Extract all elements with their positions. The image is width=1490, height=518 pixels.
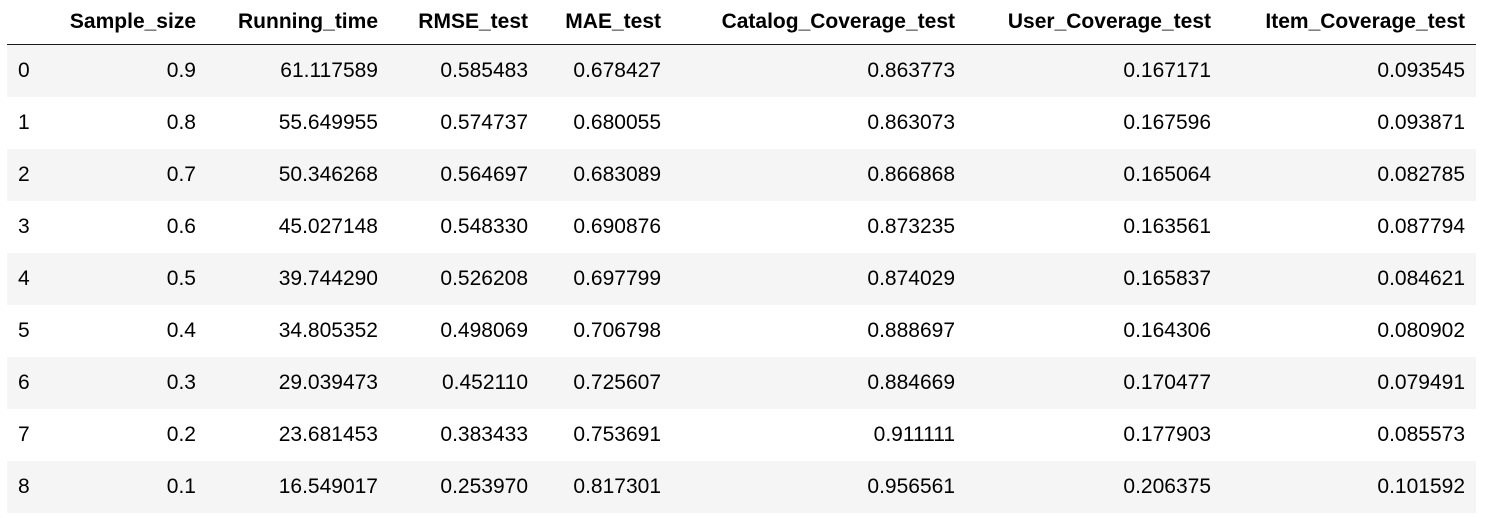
row-index: 7 <box>7 409 47 461</box>
row-index: 5 <box>7 305 47 357</box>
cell-running-time: 55.649955 <box>207 97 389 149</box>
table-row: 7 0.2 23.681453 0.383433 0.753691 0.911111 0.1… <box>7 409 1476 461</box>
row-index: 8 <box>7 461 47 513</box>
cell-item-coverage-test: 0.082785 <box>1222 149 1476 201</box>
row-index: 4 <box>7 253 47 305</box>
cell-mae-test: 0.706798 <box>539 305 672 357</box>
column-header-sample-size: Sample_size <box>47 0 207 45</box>
cell-running-time: 23.681453 <box>207 409 389 461</box>
cell-running-time: 29.039473 <box>207 357 389 409</box>
cell-user-coverage-test: 0.167596 <box>966 97 1222 149</box>
cell-item-coverage-test: 0.080902 <box>1222 305 1476 357</box>
row-index: 2 <box>7 149 47 201</box>
cell-item-coverage-test: 0.093545 <box>1222 44 1476 97</box>
table-row: 5 0.4 34.805352 0.498069 0.706798 0.888697 0.1… <box>7 305 1476 357</box>
row-index: 3 <box>7 201 47 253</box>
table-row: 6 0.3 29.039473 0.452110 0.725607 0.884669 0.1… <box>7 357 1476 409</box>
cell-sample-size: 0.5 <box>47 253 207 305</box>
header-row: Sample_size Running_time RMSE_test MAE_t… <box>7 0 1476 45</box>
cell-item-coverage-test: 0.084621 <box>1222 253 1476 305</box>
cell-item-coverage-test: 0.087794 <box>1222 201 1476 253</box>
column-header-catalog-coverage-test: Catalog_Coverage_test <box>672 0 966 45</box>
cell-rmse-test: 0.498069 <box>389 305 539 357</box>
cell-running-time: 34.805352 <box>207 305 389 357</box>
cell-rmse-test: 0.253970 <box>389 461 539 513</box>
cell-catalog-coverage-test: 0.863073 <box>672 97 966 149</box>
cell-item-coverage-test: 0.085573 <box>1222 409 1476 461</box>
cell-catalog-coverage-test: 0.863773 <box>672 44 966 97</box>
table-header: Sample_size Running_time RMSE_test MAE_t… <box>7 0 1476 45</box>
cell-sample-size: 0.7 <box>47 149 207 201</box>
cell-mae-test: 0.753691 <box>539 409 672 461</box>
cell-running-time: 16.549017 <box>207 461 389 513</box>
cell-item-coverage-test: 0.093871 <box>1222 97 1476 149</box>
cell-mae-test: 0.683089 <box>539 149 672 201</box>
table-row: 3 0.6 45.027148 0.548330 0.690876 0.873235 0.1… <box>7 201 1476 253</box>
cell-rmse-test: 0.548330 <box>389 201 539 253</box>
cell-rmse-test: 0.574737 <box>389 97 539 149</box>
cell-user-coverage-test: 0.170477 <box>966 357 1222 409</box>
cell-rmse-test: 0.526208 <box>389 253 539 305</box>
row-index: 6 <box>7 357 47 409</box>
cell-running-time: 61.117589 <box>207 44 389 97</box>
cell-running-time: 50.346268 <box>207 149 389 201</box>
cell-rmse-test: 0.452110 <box>389 357 539 409</box>
cell-running-time: 45.027148 <box>207 201 389 253</box>
cell-mae-test: 0.697799 <box>539 253 672 305</box>
table-row: 1 0.8 55.649955 0.574737 0.680055 0.863073 0.1… <box>7 97 1476 149</box>
cell-catalog-coverage-test: 0.873235 <box>672 201 966 253</box>
cell-mae-test: 0.690876 <box>539 201 672 253</box>
cell-item-coverage-test: 0.101592 <box>1222 461 1476 513</box>
table-body: 0 0.9 61.117589 0.585483 0.678427 0.863773 0.1… <box>7 44 1476 513</box>
row-index: 1 <box>7 97 47 149</box>
cell-sample-size: 0.6 <box>47 201 207 253</box>
column-header-item-coverage-test: Item_Coverage_test <box>1222 0 1476 45</box>
index-header <box>7 0 47 45</box>
cell-user-coverage-test: 0.206375 <box>966 461 1222 513</box>
cell-running-time: 39.744290 <box>207 253 389 305</box>
cell-rmse-test: 0.564697 <box>389 149 539 201</box>
table-row: 4 0.5 39.744290 0.526208 0.697799 0.874029 0.1… <box>7 253 1476 305</box>
column-header-mae-test: MAE_test <box>539 0 672 45</box>
cell-rmse-test: 0.585483 <box>389 44 539 97</box>
cell-mae-test: 0.680055 <box>539 97 672 149</box>
column-header-rmse-test: RMSE_test <box>389 0 539 45</box>
cell-sample-size: 0.4 <box>47 305 207 357</box>
cell-user-coverage-test: 0.165837 <box>966 253 1222 305</box>
cell-mae-test: 0.817301 <box>539 461 672 513</box>
column-header-user-coverage-test: User_Coverage_test <box>966 0 1222 45</box>
cell-rmse-test: 0.383433 <box>389 409 539 461</box>
cell-user-coverage-test: 0.177903 <box>966 409 1222 461</box>
cell-item-coverage-test: 0.079491 <box>1222 357 1476 409</box>
cell-catalog-coverage-test: 0.888697 <box>672 305 966 357</box>
cell-catalog-coverage-test: 0.911111 <box>672 409 966 461</box>
column-header-running-time: Running_time <box>207 0 389 45</box>
cell-catalog-coverage-test: 0.866868 <box>672 149 966 201</box>
cell-catalog-coverage-test: 0.956561 <box>672 461 966 513</box>
cell-sample-size: 0.2 <box>47 409 207 461</box>
cell-sample-size: 0.8 <box>47 97 207 149</box>
table-row: 0 0.9 61.117589 0.585483 0.678427 0.863773 0.1… <box>7 44 1476 97</box>
table-row: 2 0.7 50.346268 0.564697 0.683089 0.866868 0.1… <box>7 149 1476 201</box>
row-index: 0 <box>7 44 47 97</box>
table-row: 8 0.1 16.549017 0.253970 0.817301 0.956561 0.2… <box>7 461 1476 513</box>
cell-catalog-coverage-test: 0.884669 <box>672 357 966 409</box>
dataframe-table: Sample_size Running_time RMSE_test MAE_t… <box>7 0 1476 513</box>
cell-sample-size: 0.1 <box>47 461 207 513</box>
cell-sample-size: 0.3 <box>47 357 207 409</box>
cell-mae-test: 0.725607 <box>539 357 672 409</box>
cell-mae-test: 0.678427 <box>539 44 672 97</box>
cell-user-coverage-test: 0.163561 <box>966 201 1222 253</box>
cell-user-coverage-test: 0.164306 <box>966 305 1222 357</box>
cell-sample-size: 0.9 <box>47 44 207 97</box>
cell-user-coverage-test: 0.167171 <box>966 44 1222 97</box>
cell-catalog-coverage-test: 0.874029 <box>672 253 966 305</box>
cell-user-coverage-test: 0.165064 <box>966 149 1222 201</box>
